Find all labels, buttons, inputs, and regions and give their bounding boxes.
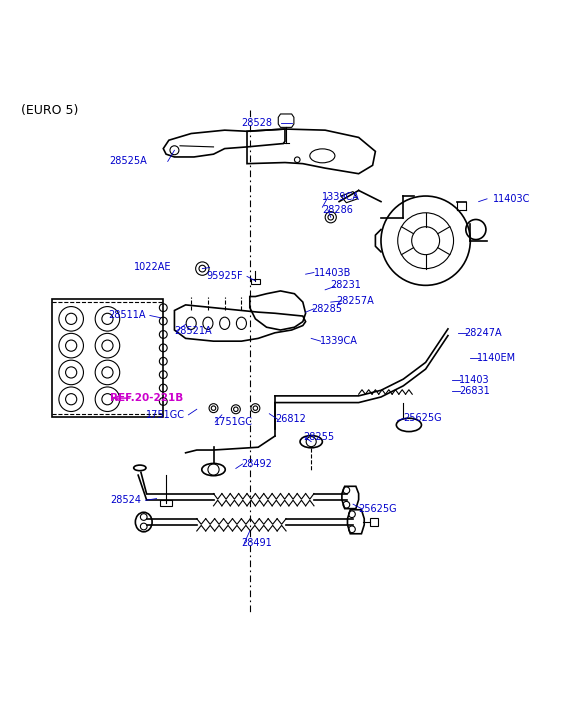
Text: 28247A: 28247A [465, 328, 502, 338]
Text: 1751GC: 1751GC [214, 417, 252, 427]
Text: 28511A: 28511A [108, 310, 145, 321]
Text: 11403: 11403 [459, 375, 490, 385]
Text: 28524: 28524 [110, 495, 141, 505]
Text: 28492: 28492 [241, 459, 272, 469]
Text: 95925F: 95925F [206, 271, 242, 281]
Text: 28491: 28491 [241, 538, 272, 548]
Text: 28525A: 28525A [109, 156, 146, 166]
Text: 25625G: 25625G [358, 504, 397, 514]
Text: 28257A: 28257A [337, 296, 374, 306]
Text: 1140EM: 1140EM [477, 353, 516, 363]
Text: 26831: 26831 [459, 387, 490, 396]
Text: 1339CA: 1339CA [323, 192, 360, 202]
Text: (EURO 5): (EURO 5) [21, 104, 79, 117]
Text: 28255: 28255 [303, 432, 334, 442]
Text: 1022AE: 1022AE [134, 262, 172, 273]
Text: 11403C: 11403C [493, 194, 530, 204]
Text: 1339CA: 1339CA [320, 336, 357, 346]
Text: 28286: 28286 [323, 205, 353, 215]
Text: 28285: 28285 [311, 304, 342, 314]
Text: 26812: 26812 [275, 414, 306, 425]
Text: 11403B: 11403B [314, 268, 351, 278]
Text: 28231: 28231 [331, 281, 362, 290]
Text: REF.20-221B: REF.20-221B [111, 393, 183, 403]
Text: 28521A: 28521A [174, 326, 212, 336]
Text: 25625G: 25625G [403, 413, 442, 423]
Text: 1751GC: 1751GC [145, 410, 185, 420]
Text: 28528: 28528 [241, 119, 272, 129]
